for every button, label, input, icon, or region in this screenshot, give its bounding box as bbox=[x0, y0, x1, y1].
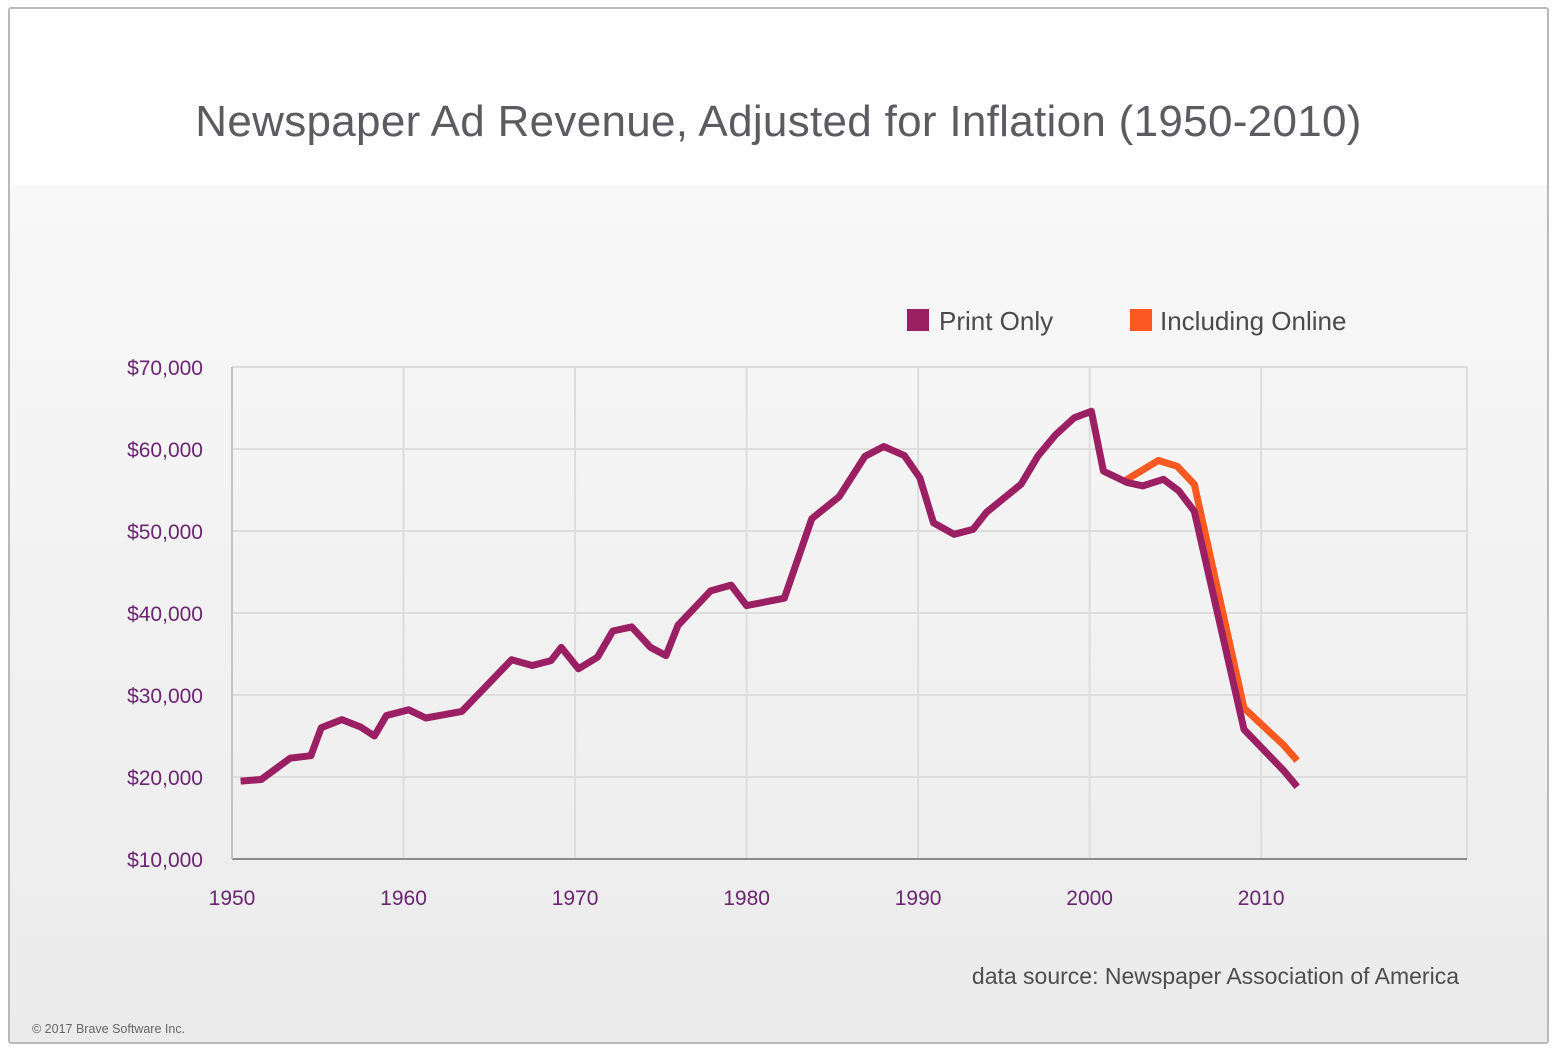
x-tick-label: 2000 bbox=[1066, 887, 1113, 910]
source-note: data source: Newspaper Association of Am… bbox=[971, 963, 1459, 989]
y-tick-label: $40,000 bbox=[127, 603, 203, 626]
y-tick-label: $60,000 bbox=[127, 439, 203, 462]
axes bbox=[231, 367, 1467, 860]
legend-swatch-print-only bbox=[907, 309, 929, 331]
y-tick-label: $30,000 bbox=[127, 685, 203, 708]
line-chart: $10,000 $20,000 $30,000 $40,000 $50,000 $60,0… bbox=[127, 306, 1468, 910]
x-tick-label: 1990 bbox=[895, 887, 942, 910]
copyright: © 2017 Brave Software Inc. bbox=[32, 1022, 186, 1036]
legend-label-print-only: Print Only bbox=[939, 306, 1053, 336]
y-tick-label: $50,000 bbox=[127, 521, 203, 544]
legend-swatch-including-online bbox=[1130, 309, 1152, 331]
x-tick-label: 2010 bbox=[1238, 887, 1285, 910]
series-lines bbox=[240, 407, 1300, 790]
series-line-print-only bbox=[240, 407, 1300, 790]
x-tick-label: 1960 bbox=[380, 887, 427, 910]
x-tick-label: 1980 bbox=[723, 887, 770, 910]
legend: Print Only Including Online bbox=[907, 306, 1346, 336]
series-line-including-online bbox=[1123, 457, 1300, 763]
grid bbox=[232, 366, 1468, 859]
x-tick-label: 1950 bbox=[209, 887, 256, 910]
chart-title: Newspaper Ad Revenue, Adjusted for Infla… bbox=[195, 97, 1362, 146]
y-tick-label: $70,000 bbox=[127, 357, 203, 380]
legend-label-including-online: Including Online bbox=[1160, 306, 1346, 336]
y-tick-label: $20,000 bbox=[127, 767, 203, 790]
x-tick-label: 1970 bbox=[552, 887, 599, 910]
tick-labels: $10,000 $20,000 $30,000 $40,000 $50,000 $60,0… bbox=[127, 357, 1284, 910]
chart-frame: Newspaper Ad Revenue, Adjusted for Infla… bbox=[8, 7, 1549, 1044]
y-tick-label: $10,000 bbox=[127, 849, 203, 872]
